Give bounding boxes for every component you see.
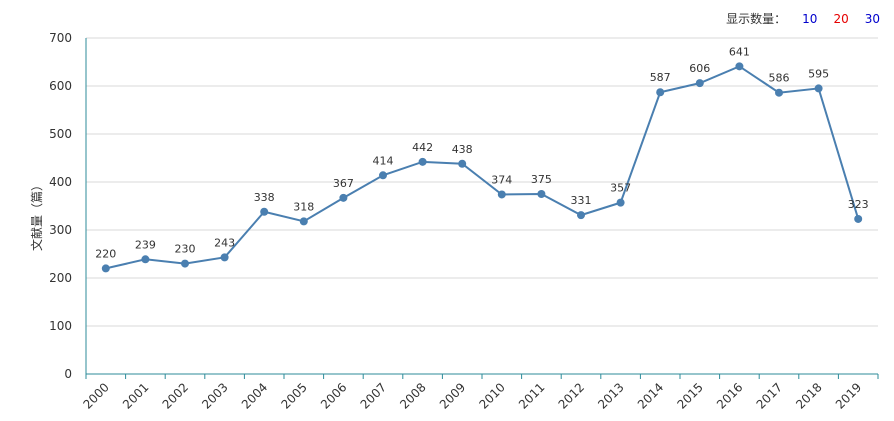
y-tick-label: 100 bbox=[49, 319, 72, 333]
data-point[interactable] bbox=[695, 79, 704, 88]
data-point[interactable] bbox=[379, 171, 387, 180]
data-point[interactable] bbox=[775, 88, 783, 97]
data-label: 230 bbox=[175, 243, 196, 256]
x-tick-label: 2012 bbox=[556, 380, 587, 411]
data-label: 587 bbox=[650, 71, 671, 84]
data-label: 438 bbox=[452, 143, 473, 156]
data-point[interactable] bbox=[260, 207, 269, 216]
display-count-controls: 显示数量： 10 20 30 bbox=[726, 10, 880, 27]
axes bbox=[85, 38, 878, 375]
data-label: 595 bbox=[808, 67, 829, 80]
data-point[interactable] bbox=[339, 193, 348, 202]
x-tick-label: 2018 bbox=[793, 380, 824, 411]
data-label: 357 bbox=[610, 182, 631, 195]
display-count-30-option[interactable]: 30 bbox=[864, 11, 880, 26]
data-point[interactable] bbox=[101, 264, 110, 273]
data-label: 606 bbox=[689, 62, 710, 75]
series-line-group bbox=[101, 62, 863, 273]
data-label: 239 bbox=[135, 238, 156, 251]
data-label: 586 bbox=[769, 72, 790, 85]
data-label: 338 bbox=[254, 191, 275, 204]
y-tick-label: 400 bbox=[49, 175, 72, 189]
x-tick-label: 2001 bbox=[120, 380, 151, 411]
y-tick-labels: 0 100 200 300 400 500 600 700 bbox=[49, 31, 72, 381]
data-point[interactable] bbox=[299, 217, 308, 226]
data-label: 442 bbox=[412, 141, 433, 154]
x-tick-label: 2010 bbox=[476, 380, 507, 411]
data-label: 414 bbox=[373, 154, 394, 167]
y-axis-label: 文献量（篇） bbox=[29, 179, 44, 251]
data-label: 323 bbox=[848, 198, 869, 211]
data-point[interactable] bbox=[418, 157, 427, 166]
grid-lines bbox=[86, 37, 878, 327]
data-label: 243 bbox=[214, 236, 235, 249]
x-tick-label: 2006 bbox=[318, 380, 349, 411]
data-point[interactable] bbox=[854, 214, 863, 223]
data-point[interactable] bbox=[735, 62, 744, 71]
data-label: 641 bbox=[729, 45, 750, 58]
x-tick-label: 2013 bbox=[595, 380, 626, 411]
x-tick-label: 2007 bbox=[358, 380, 389, 411]
x-tick-label: 2004 bbox=[239, 380, 270, 411]
data-label: 367 bbox=[333, 177, 354, 190]
x-tick-label: 2009 bbox=[437, 380, 468, 411]
data-label: 220 bbox=[95, 247, 116, 260]
data-point[interactable] bbox=[537, 190, 546, 198]
x-tick-label: 2014 bbox=[635, 380, 666, 411]
series-line bbox=[105, 65, 860, 270]
x-tick-label: 2016 bbox=[714, 380, 745, 411]
y-tick-label: 0 bbox=[64, 367, 72, 381]
display-count-20-option[interactable]: 20 bbox=[833, 11, 849, 26]
data-label: 331 bbox=[571, 194, 592, 207]
data-point[interactable] bbox=[577, 211, 585, 220]
y-tick-label: 300 bbox=[49, 223, 72, 237]
x-tick-label: 2000 bbox=[80, 380, 111, 411]
data-label: 374 bbox=[491, 173, 512, 186]
data-label: 375 bbox=[531, 173, 552, 186]
x-tick-label: 2019 bbox=[833, 380, 864, 411]
data-point[interactable] bbox=[656, 88, 665, 97]
x-tick-label: 2011 bbox=[516, 380, 547, 411]
x-tick-label: 2003 bbox=[199, 380, 230, 411]
data-point[interactable] bbox=[141, 255, 150, 264]
y-tick-label: 200 bbox=[49, 271, 72, 285]
x-tick-label: 2017 bbox=[754, 380, 785, 411]
data-label: 318 bbox=[293, 200, 314, 213]
y-tick-label: 700 bbox=[49, 31, 72, 45]
x-tick-label: 2002 bbox=[160, 380, 191, 411]
data-point[interactable] bbox=[814, 84, 823, 93]
data-point[interactable] bbox=[616, 198, 625, 207]
display-count-10-option[interactable]: 10 bbox=[802, 11, 818, 26]
data-point[interactable] bbox=[458, 159, 467, 168]
display-count-label: 显示数量： bbox=[726, 12, 787, 26]
y-tick-label: 500 bbox=[49, 127, 72, 141]
x-tick-label: 2008 bbox=[397, 380, 428, 411]
x-tick-label: 2015 bbox=[674, 380, 705, 411]
data-labels: 220 239 230 243 338 318 367 414 442 438 374 375 331 3… bbox=[95, 45, 868, 260]
x-tick-label: 2005 bbox=[278, 380, 309, 411]
data-point[interactable] bbox=[220, 253, 229, 262]
y-tick-label: 600 bbox=[49, 79, 72, 93]
data-point[interactable] bbox=[497, 190, 506, 199]
x-tick-labels: 2000 2001 2002 2003 2004 2005 2006 2007 2008 2009… bbox=[80, 374, 879, 412]
data-point[interactable] bbox=[181, 259, 189, 268]
